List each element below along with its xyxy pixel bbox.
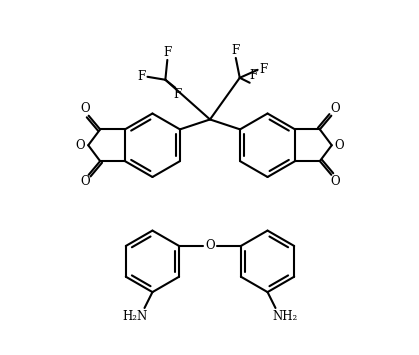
Text: F: F (163, 47, 171, 60)
Text: NH₂: NH₂ (273, 310, 298, 323)
Text: O: O (331, 175, 340, 188)
Text: O: O (205, 240, 215, 252)
Text: O: O (331, 102, 340, 115)
Text: F: F (232, 44, 240, 58)
Text: H₂N: H₂N (122, 310, 147, 323)
Text: O: O (80, 175, 90, 188)
Text: F: F (137, 70, 146, 83)
Text: F: F (259, 63, 268, 76)
Text: O: O (80, 102, 90, 115)
Text: O: O (75, 139, 85, 152)
Text: O: O (335, 139, 344, 152)
Text: F: F (250, 69, 258, 82)
Text: F: F (173, 88, 181, 101)
